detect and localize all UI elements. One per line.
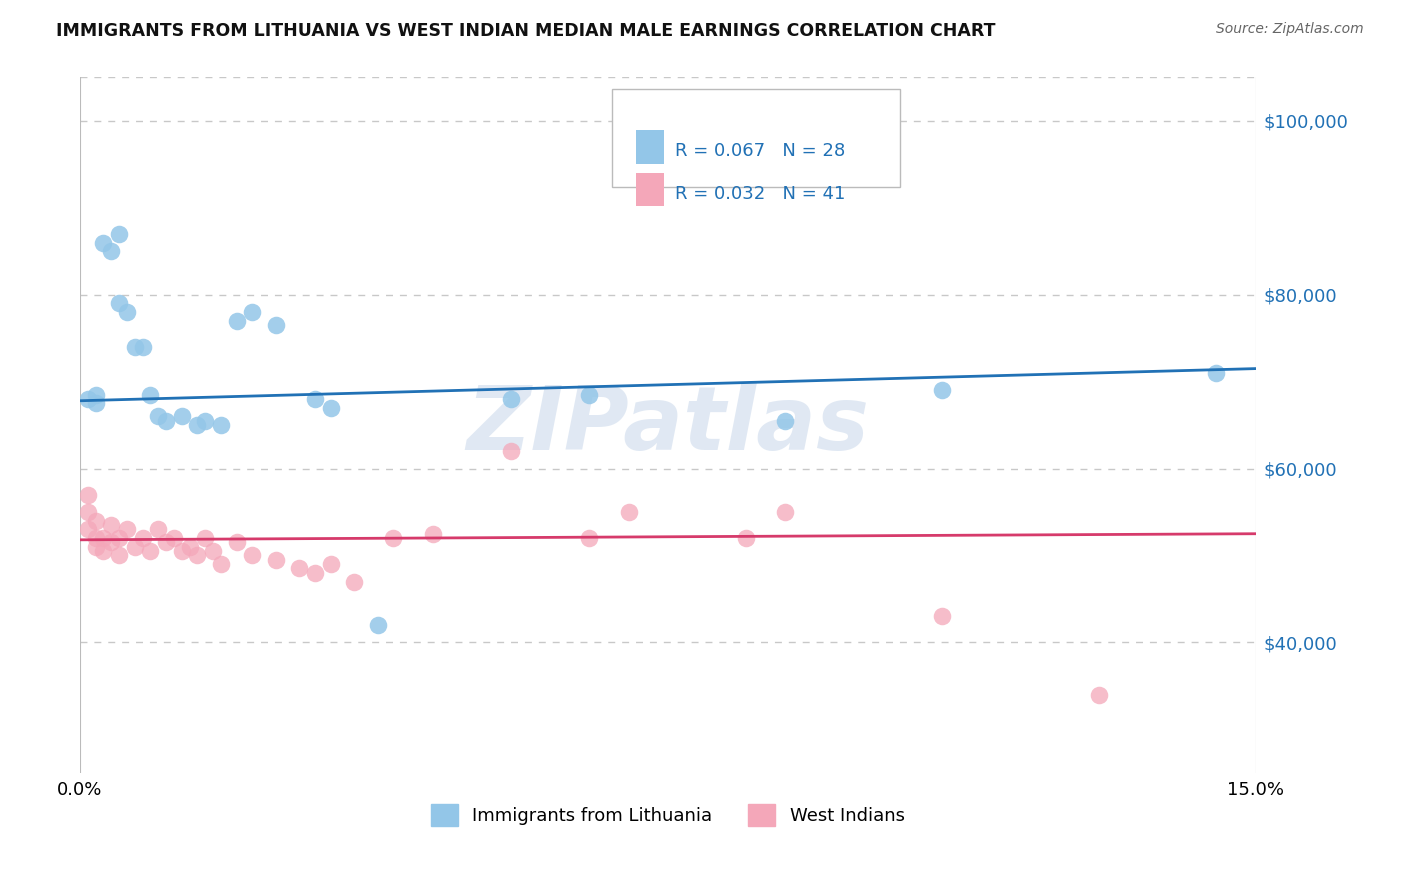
Point: [93, 531, 115, 545]
Point: [194, 414, 217, 428]
Point: [186, 549, 208, 563]
Point: [84, 540, 107, 554]
Point: [264, 553, 287, 567]
Point: [225, 535, 247, 549]
Point: [84, 396, 107, 410]
Point: [76, 505, 98, 519]
Point: [100, 535, 122, 549]
Point: [76, 522, 98, 536]
Point: [139, 544, 162, 558]
Point: [186, 418, 208, 433]
Point: [578, 531, 600, 545]
Point: [163, 531, 186, 545]
Point: [108, 549, 131, 563]
Point: [84, 387, 107, 401]
Point: [115, 522, 138, 536]
Point: [775, 505, 797, 519]
Text: Source: ZipAtlas.com: Source: ZipAtlas.com: [1216, 22, 1364, 37]
Point: [194, 531, 217, 545]
Point: [108, 531, 131, 545]
Point: [264, 318, 287, 333]
Point: [139, 387, 162, 401]
Point: [155, 414, 177, 428]
Point: [499, 444, 522, 458]
Point: [93, 235, 115, 250]
Point: [93, 544, 115, 558]
Point: [108, 296, 131, 310]
Point: [108, 227, 131, 241]
Point: [76, 488, 98, 502]
Point: [288, 561, 311, 575]
Point: [148, 522, 170, 536]
Point: [1088, 688, 1111, 702]
Point: [202, 544, 225, 558]
Point: [225, 314, 247, 328]
Text: ZIPatlas: ZIPatlas: [467, 382, 869, 468]
Point: [382, 531, 405, 545]
Legend: Immigrants from Lithuania, West Indians: Immigrants from Lithuania, West Indians: [423, 797, 912, 833]
Point: [209, 557, 232, 571]
Point: [100, 244, 122, 259]
Point: [115, 305, 138, 319]
Point: [422, 526, 444, 541]
Point: [209, 418, 232, 433]
Point: [931, 384, 953, 398]
Point: [367, 618, 389, 632]
Point: [240, 549, 263, 563]
Point: [131, 531, 153, 545]
Point: [304, 392, 326, 406]
Point: [775, 414, 797, 428]
Point: [499, 392, 522, 406]
Point: [319, 557, 342, 571]
Point: [343, 574, 366, 589]
Point: [76, 392, 98, 406]
Point: [84, 514, 107, 528]
Point: [84, 531, 107, 545]
Point: [155, 535, 177, 549]
Point: [124, 540, 146, 554]
Text: IMMIGRANTS FROM LITHUANIA VS WEST INDIAN MEDIAN MALE EARNINGS CORRELATION CHART: IMMIGRANTS FROM LITHUANIA VS WEST INDIAN…: [56, 22, 995, 40]
Point: [170, 409, 193, 424]
Point: [578, 387, 600, 401]
Point: [1205, 366, 1227, 380]
Point: [931, 609, 953, 624]
Text: R = 0.032   N = 41: R = 0.032 N = 41: [675, 185, 845, 203]
Point: [100, 518, 122, 533]
Point: [319, 401, 342, 415]
Point: [304, 566, 326, 580]
Point: [735, 531, 758, 545]
Point: [170, 544, 193, 558]
Point: [240, 305, 263, 319]
Text: R = 0.067   N = 28: R = 0.067 N = 28: [675, 142, 845, 161]
Point: [148, 409, 170, 424]
Point: [124, 340, 146, 354]
Point: [131, 340, 153, 354]
Point: [179, 540, 201, 554]
Point: [617, 505, 640, 519]
